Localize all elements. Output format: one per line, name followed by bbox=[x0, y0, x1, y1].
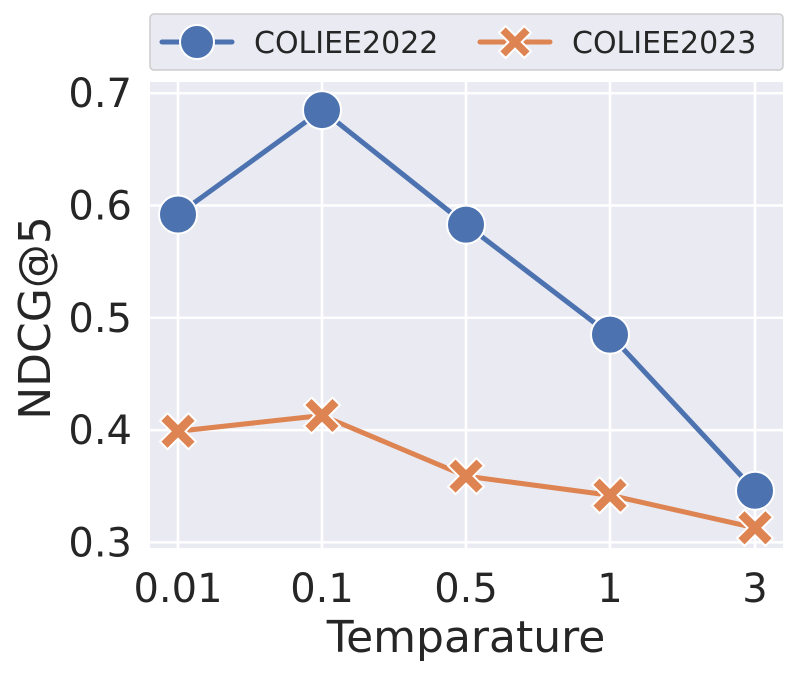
x-tick-label: 3 bbox=[742, 566, 767, 612]
x-tick-label: 1 bbox=[597, 566, 622, 612]
data-point-coliee2023-4 bbox=[735, 508, 775, 548]
y-tick-label: 0.5 bbox=[68, 296, 132, 342]
series-markers bbox=[158, 90, 775, 548]
legend-box bbox=[149, 13, 784, 71]
legend-items: COLIEE2022 COLIEE2023 bbox=[159, 24, 756, 61]
x-axis-title: Temparature bbox=[326, 612, 606, 663]
legend-marker bbox=[179, 24, 215, 60]
data-point-coliee2023-1 bbox=[302, 396, 342, 435]
legend-label: COLIEE2023 bbox=[572, 26, 756, 61]
y-tick-label: 0.3 bbox=[68, 520, 132, 566]
x-tick-labels: 0.01 0.1 0.5 1 3 bbox=[133, 566, 767, 612]
data-point-coliee2022-3 bbox=[590, 314, 630, 355]
data-point-coliee2023-0 bbox=[158, 411, 198, 451]
x-tick-label: 0.5 bbox=[434, 566, 498, 612]
data-point-coliee2022-1 bbox=[302, 90, 342, 131]
y-axis-title: NDCG@5 bbox=[10, 216, 61, 420]
data-point-coliee2023-3 bbox=[590, 475, 630, 515]
legend: COLIEE2022 COLIEE2023 bbox=[149, 13, 784, 71]
y-tick-label: 0.4 bbox=[68, 408, 132, 454]
data-point-coliee2022-2 bbox=[446, 204, 486, 245]
y-tick-label: 0.6 bbox=[68, 184, 132, 230]
y-tick-labels: 0.3 0.4 0.5 0.6 0.7 bbox=[68, 71, 132, 566]
data-point-coliee2022-4 bbox=[735, 470, 775, 511]
grid-lines bbox=[150, 82, 783, 548]
data-point-coliee2023-2 bbox=[446, 456, 486, 496]
legend-marker bbox=[497, 24, 533, 60]
x-tick-label: 0.1 bbox=[290, 566, 354, 612]
x-tick-label: 0.01 bbox=[133, 566, 222, 612]
y-tick-label: 0.7 bbox=[68, 71, 132, 117]
data-point-coliee2022-0 bbox=[158, 194, 198, 235]
legend-label: COLIEE2022 bbox=[254, 26, 438, 61]
